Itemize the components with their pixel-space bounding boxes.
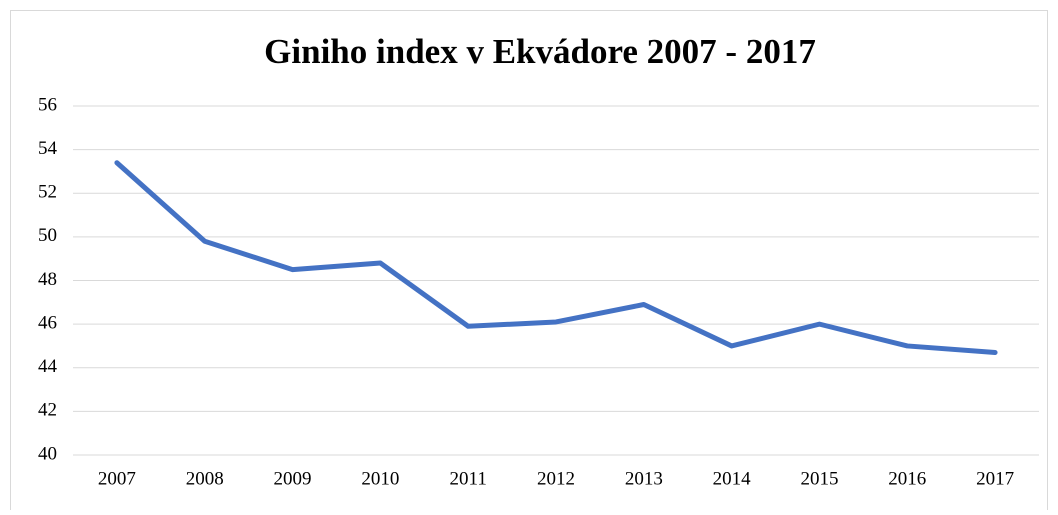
chart-frame	[10, 10, 1048, 515]
x-tick-label: 2010	[361, 468, 399, 489]
x-tick-label: 2007	[98, 468, 136, 489]
x-tick-label: 2016	[888, 468, 926, 489]
y-tick-label: 54	[38, 138, 58, 159]
x-tick-label: 2011	[450, 468, 487, 489]
y-tick-label: 48	[38, 269, 57, 290]
y-tick-label: 56	[38, 94, 57, 115]
data-line	[114, 160, 998, 355]
y-tick-label: 52	[38, 182, 57, 203]
y-tick-label: 46	[38, 312, 57, 333]
x-tick-label: 2015	[800, 468, 838, 489]
y-tick-label: 44	[38, 356, 58, 377]
x-tick-label: 2014	[713, 468, 752, 489]
x-tick-label: 2008	[186, 468, 224, 489]
chart-title: Giniho index v Ekvádore 2007 - 2017	[264, 32, 816, 71]
x-tick-label: 2013	[625, 468, 663, 489]
y-tick-label: 50	[38, 225, 57, 246]
y-tick-label: 42	[38, 400, 57, 421]
y-tick-label: 40	[38, 443, 57, 464]
x-tick-label: 2009	[274, 468, 312, 489]
x-tick-label: 2012	[537, 468, 575, 489]
x-tick-label: 2017	[976, 468, 1014, 489]
